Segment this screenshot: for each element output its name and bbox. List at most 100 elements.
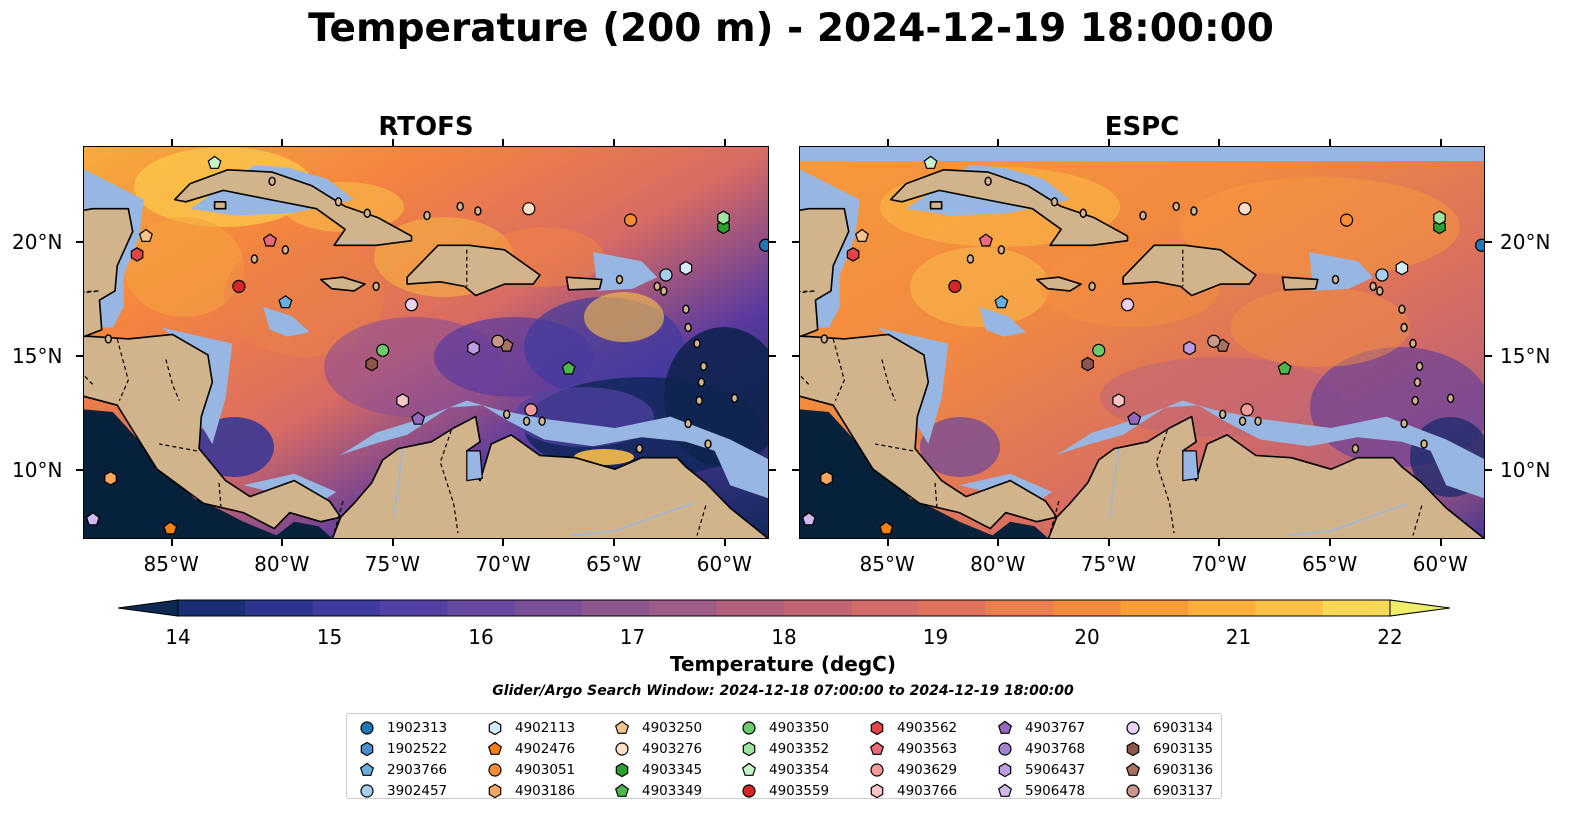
espc-map-panel <box>799 146 1485 539</box>
legend-label: 4903250 <box>642 719 703 736</box>
legend-marker-1902313 <box>360 720 374 735</box>
float-marker-6903134 <box>1120 298 1135 312</box>
float-marker-4903345 <box>1433 219 1446 235</box>
colorbar-segment <box>1188 600 1256 616</box>
float-marker-4903350 <box>1092 343 1106 357</box>
float-marker-6903135 <box>1081 356 1094 372</box>
float-marker-4903767 <box>411 411 426 425</box>
legend-item: 6903135 <box>1125 738 1213 759</box>
float-marker-4903349 <box>561 361 576 375</box>
legend-label: 6903134 <box>1153 719 1214 736</box>
legend-marker-6903135 <box>1126 741 1140 756</box>
lat-tick-label-left: 20°N <box>12 229 63 254</box>
lat-tick-label-right: 20°N <box>1500 229 1551 254</box>
legend-marker-4903629 <box>870 762 884 777</box>
legend-item: 4902113 <box>487 717 575 738</box>
colorbar-segment <box>1120 600 1189 616</box>
float-marker-2903766 <box>278 295 293 309</box>
legend-marker-5906478 <box>997 783 1013 797</box>
legend-label: 4903354 <box>769 761 830 778</box>
colorbar-segment <box>1053 600 1122 616</box>
yucatan-land <box>800 207 850 338</box>
pacific-ocean <box>84 409 332 538</box>
legend-item: 6903137 <box>1125 780 1213 801</box>
legend-marker-4903766 <box>870 783 884 798</box>
central-america-land <box>84 333 342 530</box>
float-marker-1902313 <box>1474 238 1484 252</box>
float-marker-3902457 <box>659 268 673 282</box>
legend-marker-5906437 <box>998 762 1012 777</box>
float-marker-4903562 <box>846 247 860 262</box>
colorbar-tick-label: 14 <box>165 625 191 649</box>
colorbar-segment <box>986 600 1054 616</box>
legend-label: 4903766 <box>897 782 958 799</box>
float-marker-4903345 <box>717 219 730 235</box>
yucatan-land <box>84 207 134 338</box>
lat-tick-label-right: 15°N <box>1500 344 1551 369</box>
pacific-ocean <box>800 409 1048 538</box>
float-marker-4903354 <box>207 155 222 169</box>
lon-tick-label: 85°W <box>859 552 915 576</box>
float-marker-4903559 <box>232 279 246 293</box>
lon-tick-label: 60°W <box>696 552 752 576</box>
legend-label: 6903136 <box>1153 761 1214 778</box>
rtofs-map-panel <box>83 146 769 539</box>
legend-item: 4903349 <box>614 780 702 801</box>
legend-item: 4903766 <box>869 780 957 801</box>
legend-item: 6903134 <box>1125 717 1213 738</box>
float-marker-4902113 <box>1395 260 1409 276</box>
panel-title-rtofs: RTOFS <box>378 112 474 142</box>
colorbar-segment <box>918 600 987 616</box>
float-marker-4902113 <box>679 260 693 276</box>
float-marker-4903766 <box>396 393 409 408</box>
isle-of-youth-land <box>213 200 227 210</box>
float-marker-6903137 <box>491 334 505 348</box>
legend-label: 4903051 <box>515 761 576 778</box>
legend-label: 1902313 <box>387 719 448 736</box>
colorbar-segment <box>447 600 516 616</box>
colorbar-tick-label: 19 <box>922 625 949 649</box>
lon-tick-label: 75°W <box>1080 552 1137 576</box>
legend-label: 4903559 <box>769 782 830 799</box>
float-marker-5906437 <box>1183 340 1196 356</box>
legend-marker-4903563 <box>869 741 885 755</box>
legend-item: 4903562 <box>869 717 957 738</box>
legend-item: 4903767 <box>997 717 1085 738</box>
puerto-rico-land <box>565 276 603 291</box>
jamaica-land <box>320 276 366 292</box>
colorbar-segment <box>514 600 583 616</box>
colorbar-segment <box>851 600 920 616</box>
legend-item: 4902476 <box>487 738 575 759</box>
legend-label: 4902476 <box>515 740 576 757</box>
float-marker-4903186 <box>820 471 833 486</box>
legend-marker-6903137 <box>1126 783 1140 798</box>
legend-label: 4903276 <box>642 740 703 757</box>
legend-label: 5906437 <box>1025 761 1086 778</box>
colorbar-segment <box>649 600 718 616</box>
colorbar-tick-label: 21 <box>1225 625 1252 649</box>
float-marker-4903250 <box>138 228 153 243</box>
legend-item: 4903354 <box>741 759 829 780</box>
colorbar-segment <box>1255 600 1324 616</box>
legend-marker-4903768 <box>998 741 1012 756</box>
colorbar-tick-label: 17 <box>619 625 646 649</box>
legend-label: 4903629 <box>897 761 958 778</box>
float-legend: 1902313 1902522 2903766 3902457 4902113 49024… <box>346 713 1222 799</box>
float-marker-4903563 <box>262 233 277 247</box>
legend-item: 3902457 <box>359 780 447 801</box>
legend-label: 4902113 <box>515 719 576 736</box>
colorbar-segment <box>784 600 852 616</box>
search-window-text: Glider/Argo Search Window: 2024-12-18 07… <box>492 683 1074 699</box>
float-marker-4903562 <box>130 247 144 262</box>
legend-label: 6903135 <box>1153 740 1214 757</box>
legend-label: 6903137 <box>1153 782 1214 799</box>
legend-item: 4903352 <box>741 738 829 759</box>
legend-marker-4903350 <box>742 720 756 735</box>
legend-marker-2903766 <box>359 762 375 776</box>
legend-item: 4903768 <box>997 738 1085 759</box>
lake-maracaibo <box>1182 450 1199 482</box>
legend-item: 4903276 <box>614 738 702 759</box>
legend-label: 4903562 <box>897 719 958 736</box>
legend-marker-4903250 <box>614 720 630 734</box>
legend-item: 1902522 <box>359 738 447 759</box>
